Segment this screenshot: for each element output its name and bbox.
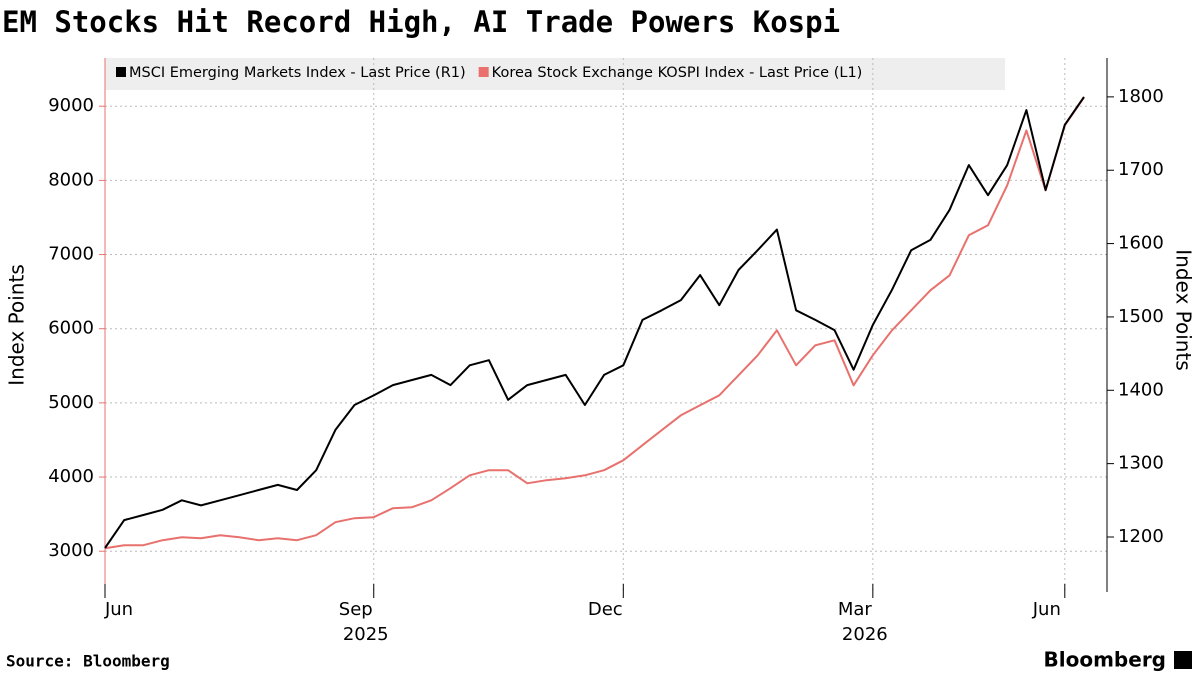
series-line [104,96,1085,550]
chart-title: EM Stocks Hit Record High, AI Trade Powe… [2,5,840,39]
x-tick-label: Sep [339,599,373,620]
legend-label: MSCI Emerging Markets Index - Last Price… [129,65,466,81]
legend-swatch [478,67,489,77]
legend-label: Korea Stock Exchange KOSPI Index - Last … [492,65,863,81]
x-tick-label: Mar [838,599,873,620]
x-tick-label: Dec [588,599,623,620]
y-tick-label: 8000 [48,169,94,190]
brand: Bloomberg [1044,648,1166,672]
y2-tick-label: 1400 [1118,379,1164,400]
x-year-label: 2025 [343,624,389,645]
y-tick-label: 6000 [48,318,94,339]
legend-swatch [116,67,126,77]
y2-tick-label: 1200 [1118,526,1164,547]
y-tick-label: 9000 [48,95,94,116]
y-tick-label: 7000 [48,244,94,265]
y2-tick-label: 1600 [1118,233,1164,254]
y2-axis-label: Index Points [1172,249,1196,371]
brand-icon [1174,651,1192,669]
y2-tick-label: 1500 [1118,306,1164,327]
y-tick-label: 4000 [48,466,94,487]
series-line [104,96,1085,549]
y-axis-label: Index Points [5,264,29,386]
y-tick-label: 3000 [48,540,94,561]
legend-box [105,58,1005,90]
x-year-label: 2026 [842,624,888,645]
y2-tick-label: 1800 [1118,86,1164,107]
y2-tick-label: 1700 [1118,159,1164,180]
source-note: Source: Bloomberg [6,652,170,671]
x-tick-label: Jun [104,599,133,620]
y2-tick-label: 1300 [1118,453,1164,474]
y-tick-label: 5000 [48,392,94,413]
x-tick-label: Jun [1032,599,1061,620]
